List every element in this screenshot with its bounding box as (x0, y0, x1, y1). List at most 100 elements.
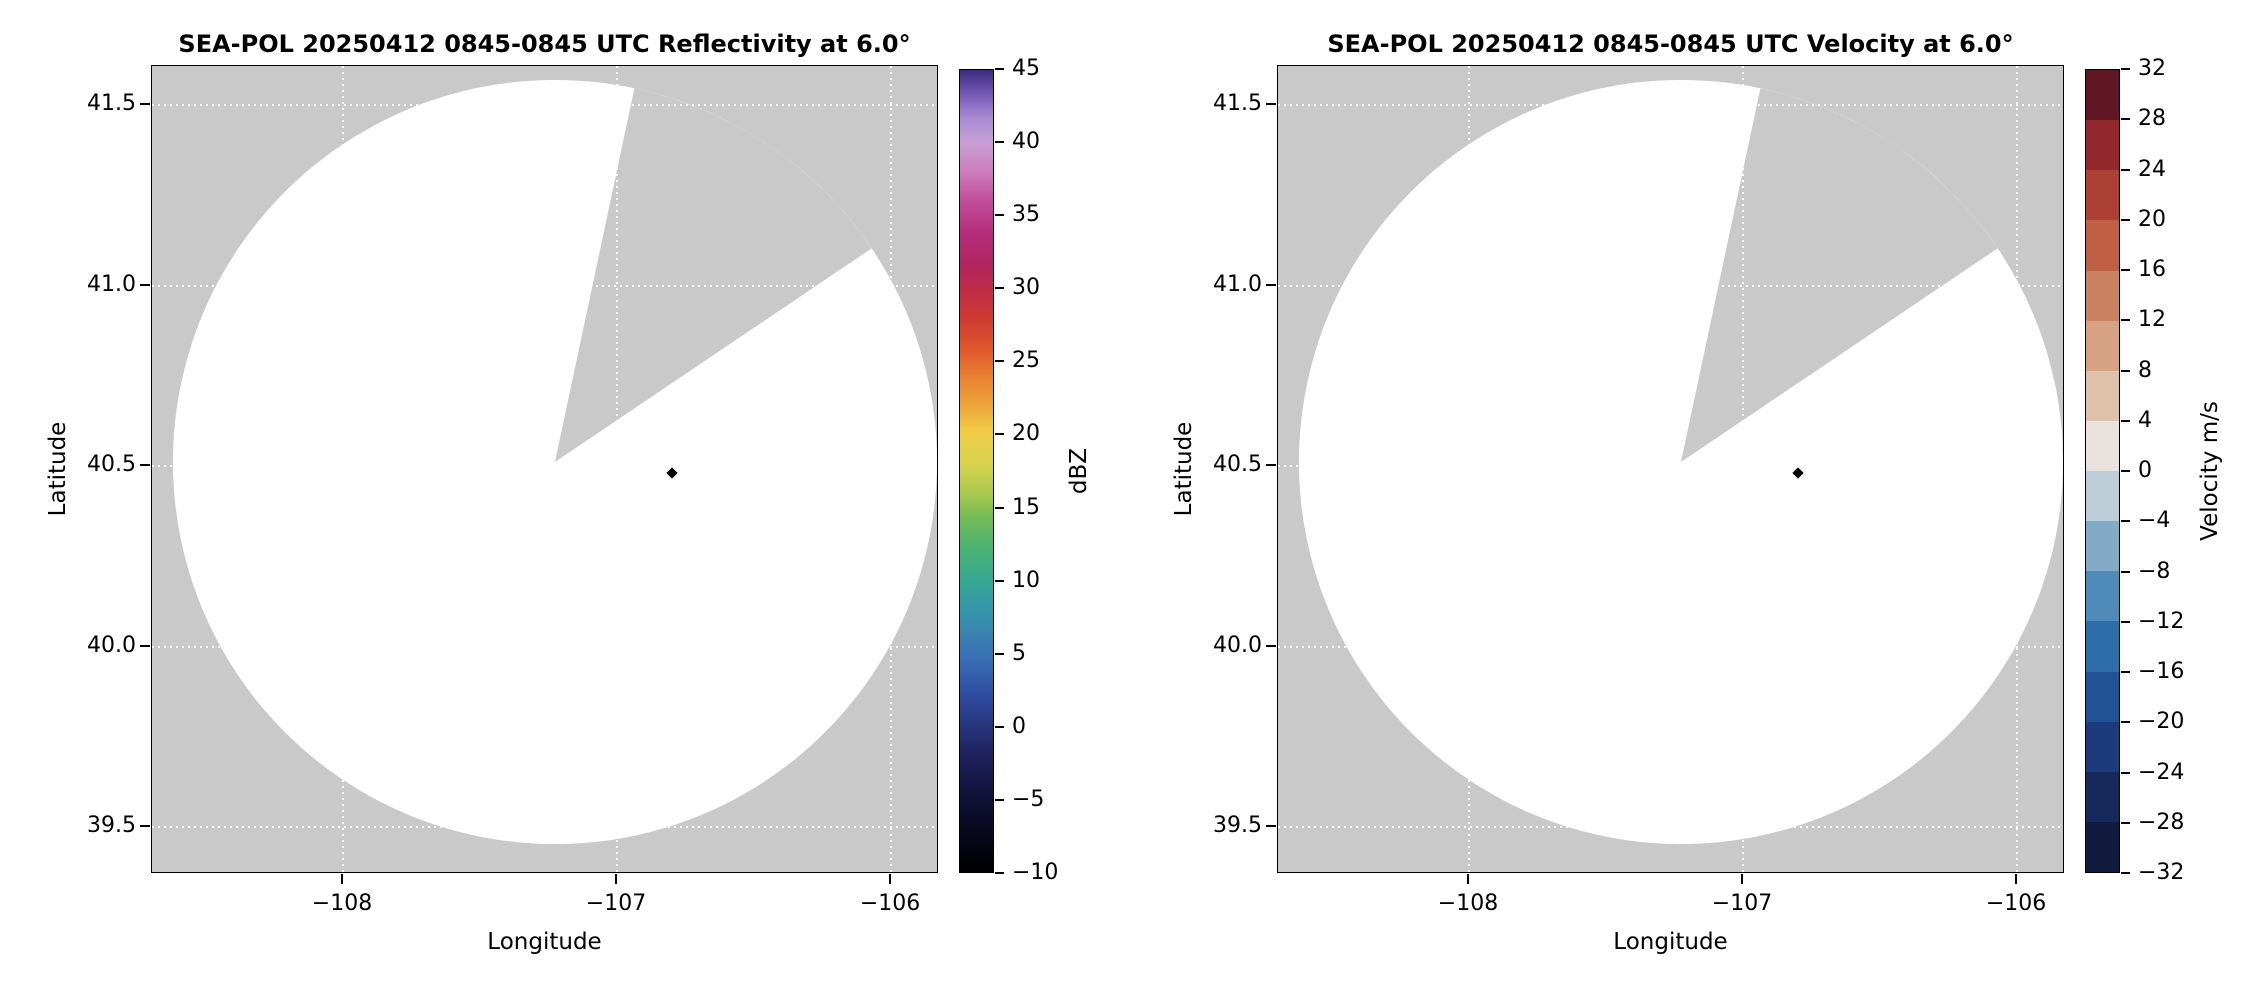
colorbar-tick-label: 40 (1012, 129, 1040, 155)
x-tick-label: −107 (1711, 891, 1773, 916)
colorbar-gradient (2086, 70, 2119, 872)
x-tick-label: −106 (1985, 891, 2047, 916)
panel-reflectivity: SEA-POL 20250412 0845-0845 UTC Reflectiv… (45, 30, 1092, 955)
colorbar-tick-label: −20 (2138, 709, 2185, 735)
colorbar-tick-mark (2121, 419, 2130, 422)
x-gridline (890, 66, 893, 872)
colorbar-tick-mark (2121, 570, 2130, 573)
colorbar-tick-mark (2121, 319, 2130, 322)
x-tick-mark (2015, 874, 2018, 884)
colorbar-tick-mark (995, 872, 1004, 874)
y-gridline (152, 103, 937, 106)
x-tick-label: −108 (1437, 891, 1499, 916)
colorbar-segment (2086, 721, 2119, 772)
y-tick-label: 41.0 (87, 271, 136, 297)
colorbar-tick-mark (2121, 872, 2130, 874)
colorbar-tick-label: 8 (2138, 357, 2152, 383)
y-tick-mark (1266, 825, 1276, 828)
colorbar-segment (2086, 471, 2119, 522)
x-tick-label: −106 (859, 891, 921, 916)
colorbar-tick-label: −4 (2138, 508, 2171, 534)
y-tick-mark (140, 644, 150, 647)
colorbar-tick-mark (995, 360, 1004, 363)
colorbar-segment (2086, 621, 2119, 672)
colorbar-gradient (960, 70, 993, 872)
velocity-title: SEA-POL 20250412 0845-0845 UTC Velocity … (1327, 30, 2014, 58)
colorbar-tick-label: 5 (1012, 640, 1026, 666)
colorbar-tick-mark (995, 579, 1004, 582)
x-tick-mark (1466, 874, 1469, 884)
colorbar-tick-label: 0 (1012, 713, 1026, 739)
y-tick-mark (1266, 283, 1276, 286)
colorbar-tick-mark (2121, 771, 2130, 774)
y-tick-label: 40.0 (87, 632, 136, 658)
colorbar-tick-label: 12 (2138, 307, 2166, 333)
colorbar-tick-mark (995, 433, 1004, 436)
colorbar-axis-label: Velocity m/s (2197, 401, 2223, 541)
y-tick-mark (140, 464, 150, 467)
colorbar-tick-label: −5 (1012, 786, 1045, 812)
y-tick-mark (1266, 102, 1276, 105)
colorbar-tick-mark (2121, 68, 2130, 70)
colorbar-tick-label: 32 (2138, 56, 2166, 81)
colorbar-tick-mark (995, 141, 1004, 144)
y-tick-mark (140, 825, 150, 828)
x-gridline (1467, 66, 1470, 872)
colorbar-tick-label: 15 (1012, 494, 1040, 520)
colorbar-tick-label: 0 (2138, 458, 2152, 483)
panel-velocity: SEA-POL 20250412 0845-0845 UTC Velocity … (1126, 0, 2257, 990)
colorbar-segment (2086, 270, 2119, 321)
x-gridline (616, 66, 619, 872)
colorbar-tick-label: 20 (2138, 206, 2166, 232)
colorbar-tick-label: 20 (1012, 421, 1040, 447)
x-tick-label: −108 (311, 891, 373, 916)
colorbar-tick-mark (995, 652, 1004, 655)
colorbar-segment (2086, 70, 2119, 121)
grid-layer (152, 66, 937, 872)
colorbar-segment (2086, 771, 2119, 822)
x-tick-label: −107 (585, 891, 647, 916)
y-gridline (152, 465, 937, 468)
y-tick-label: 40.5 (1213, 452, 1262, 478)
x-tick-mark (889, 874, 892, 884)
colorbar-tick-label: −12 (2138, 608, 2185, 634)
velocity-colorbar (2085, 69, 2120, 873)
colorbar-tick-mark (995, 287, 1004, 290)
colorbar-tick-mark (2121, 620, 2130, 623)
colorbar-segment (2086, 420, 2119, 471)
x-tick-mark (615, 874, 618, 884)
colorbar-tick-label: 4 (2138, 407, 2152, 433)
missing-sector-wedge (554, 88, 872, 463)
colorbar-tick-label: 25 (1012, 348, 1040, 374)
colorbar-tick-mark (2121, 470, 2130, 472)
colorbar-tick-label: −32 (2138, 860, 2185, 885)
colorbar-segment (2086, 170, 2119, 221)
colorbar-tick-label: 24 (2138, 156, 2166, 182)
y-tick-label: 40.5 (87, 452, 136, 478)
colorbar-tick-mark (2121, 218, 2130, 221)
y-tick-label: 40.0 (1213, 632, 1262, 658)
y-tick-mark (1266, 644, 1276, 647)
colorbar-tick-label: 16 (2138, 257, 2166, 282)
reflectivity-title: SEA-POL 20250412 0845-0845 UTC Reflectiv… (178, 30, 911, 58)
y-gridline (1278, 103, 2063, 106)
colorbar-tick-mark (995, 506, 1004, 509)
y-gridline (152, 284, 937, 287)
missing-sector-wedge (1680, 88, 1998, 463)
reflectivity-plot-area (151, 65, 938, 873)
x-tick-mark (340, 874, 343, 884)
colorbar-tick-mark (995, 68, 1004, 70)
colorbar-tick-label: 28 (2138, 106, 2166, 132)
colorbar-tick-label: 45 (1012, 56, 1040, 81)
colorbar-segment (2086, 521, 2119, 572)
radar-scene-svg (152, 66, 937, 872)
colorbar-tick-mark (2121, 118, 2130, 121)
x-axis-label: Longitude (487, 929, 602, 955)
y-tick-label: 39.5 (87, 813, 136, 839)
colorbar-tick-mark (995, 725, 1004, 728)
velocity-plot-area (1277, 65, 2064, 873)
y-tick-label: 41.5 (87, 90, 136, 116)
colorbar-tick-mark (2121, 721, 2130, 724)
y-gridline (1278, 284, 2063, 287)
